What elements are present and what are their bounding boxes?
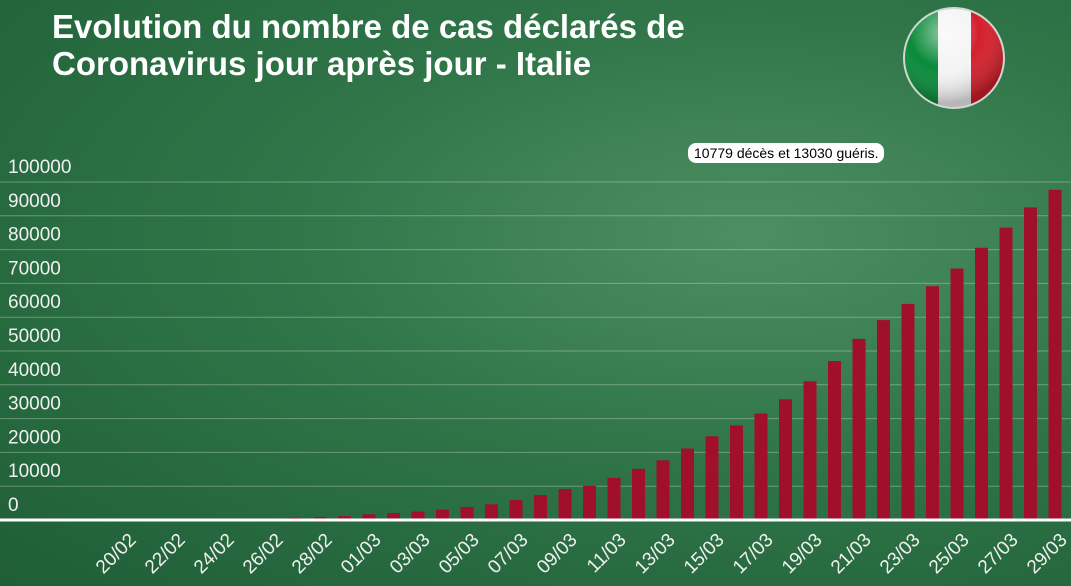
- flag-rim: [903, 7, 1005, 109]
- y-tick-label: 20000: [8, 427, 61, 448]
- x-tick-label: 03/03: [386, 530, 434, 578]
- bar: [926, 286, 939, 520]
- annotation: 10779 décès et 13030 guéris.: [688, 143, 885, 163]
- bar: [485, 504, 498, 520]
- bar: [534, 495, 547, 520]
- bar: [656, 460, 670, 520]
- x-tick-label: 27/03: [974, 530, 1022, 578]
- bar: [975, 247, 988, 520]
- x-tick-label: 26/02: [239, 530, 287, 578]
- x-tick-label: 13/03: [631, 530, 679, 578]
- bar: [754, 413, 768, 520]
- bar: [681, 448, 694, 520]
- bar: [779, 399, 792, 520]
- y-tick-label: 10000: [8, 461, 61, 482]
- bar: [1024, 207, 1037, 520]
- bar: [901, 303, 915, 520]
- x-tick-label: 24/02: [190, 530, 238, 578]
- x-tick-label: 28/02: [288, 530, 336, 578]
- x-tick-label: 17/03: [729, 530, 777, 578]
- bar: [852, 338, 866, 520]
- x-tick-label: 22/02: [141, 530, 189, 578]
- bar: [387, 513, 400, 520]
- x-tick-label: 11/03: [583, 530, 630, 577]
- y-tick-label: 80000: [8, 225, 61, 246]
- x-tick-label: 21/03: [827, 530, 875, 578]
- flag: [904, 8, 1004, 108]
- y-tick-label: 90000: [8, 191, 61, 212]
- bar: [460, 506, 474, 520]
- x-tick-label: 20/02: [92, 530, 140, 578]
- bar: [313, 516, 327, 520]
- y-tick-label: 40000: [8, 360, 61, 381]
- bar: [632, 468, 645, 520]
- bar: [1048, 189, 1062, 521]
- bar: [362, 514, 376, 520]
- y-tick-label: 100000: [8, 157, 71, 178]
- bar: [730, 425, 743, 520]
- bar: [583, 485, 596, 520]
- x-tick-label: 19/03: [778, 530, 826, 578]
- bar: [705, 436, 719, 520]
- x-tick-label: 25/03: [925, 530, 973, 578]
- x-tick-label: 23/03: [876, 530, 924, 578]
- y-tick-label: 30000: [8, 394, 61, 415]
- bar: [411, 511, 425, 520]
- bar: [607, 477, 621, 520]
- bar: [803, 381, 817, 520]
- x-tick-label: 05/03: [435, 530, 483, 578]
- bar: [509, 500, 523, 520]
- bar: [828, 361, 841, 520]
- y-tick-label: 60000: [8, 292, 61, 313]
- bar: [999, 227, 1013, 520]
- x-tick-label: 29/03: [1023, 530, 1071, 578]
- bar: [950, 268, 964, 520]
- x-tick-label: 15/03: [680, 530, 728, 578]
- chart-title: Evolution du nombre de cas déclarés de C…: [52, 8, 685, 82]
- x-tick-label: 01/03: [337, 530, 385, 578]
- y-tick-label: 50000: [8, 326, 61, 347]
- x-tick-label: 09/03: [533, 530, 581, 578]
- bar: [558, 488, 572, 520]
- y-tick-label: 0: [8, 495, 19, 516]
- bar: [338, 516, 351, 520]
- x-tick-label: 07/03: [484, 530, 532, 578]
- bar: [877, 320, 890, 520]
- bar: [436, 509, 449, 520]
- y-tick-label: 70000: [8, 258, 61, 279]
